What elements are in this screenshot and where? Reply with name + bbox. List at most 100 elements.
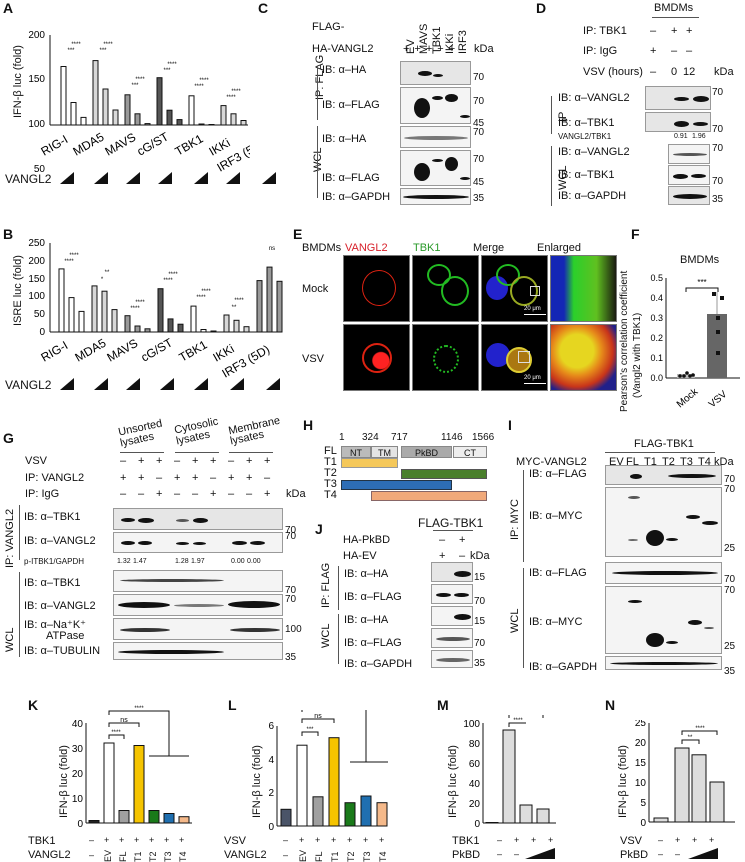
svg-text:**: ** <box>688 735 693 741</box>
panel-label-b: B <box>3 226 14 242</box>
svg-text:20: 20 <box>469 799 481 810</box>
svg-text:**: ** <box>232 305 237 311</box>
svg-text:200: 200 <box>28 256 45 267</box>
svg-text:150: 150 <box>28 74 45 85</box>
panel-c-blot-gapdh <box>400 188 471 205</box>
panel-c-blot-ha-ip <box>400 61 471 85</box>
panel-g-blot-tbk1-ip <box>113 508 283 530</box>
svg-text:80: 80 <box>469 739 481 750</box>
image-mock-enlarged <box>550 255 617 322</box>
svg-text:MDA5: MDA5 <box>71 130 107 159</box>
panel-i-blot-gapdh <box>605 656 722 670</box>
panel-m-pkbd-ramp <box>525 848 555 859</box>
svg-text:0.3: 0.3 <box>650 313 663 323</box>
svg-text:10: 10 <box>635 778 647 789</box>
image-vsv-tbk1 <box>412 324 479 391</box>
svg-text:***: *** <box>163 68 171 74</box>
svg-text:0.5: 0.5 <box>650 273 663 283</box>
panel-c-ib-gapdh: IB: α–GAPDH <box>322 191 391 203</box>
construct-t4 <box>371 491 487 501</box>
svg-text:****: **** <box>134 706 144 712</box>
svg-text:****: **** <box>71 42 81 48</box>
svg-text:100: 100 <box>28 119 45 130</box>
panel-b-vangl2-label: VANGL2 <box>5 378 52 392</box>
panel-e-row-vsv: VSV <box>302 353 325 365</box>
svg-text:**: ** <box>105 270 110 276</box>
svg-text:****: **** <box>64 259 74 265</box>
svg-text:****: **** <box>135 77 145 83</box>
svg-text:cG/ST: cG/ST <box>139 335 176 364</box>
svg-text:0.4: 0.4 <box>650 293 663 303</box>
panel-d-blot-vangl2-wcl <box>668 144 710 164</box>
panel-j-blot-ha-wcl <box>431 606 473 626</box>
svg-text:****: **** <box>168 272 178 278</box>
svg-text:100: 100 <box>28 291 45 302</box>
panel-label-f: F <box>631 226 640 242</box>
svg-text:6: 6 <box>268 721 274 732</box>
panel-j-blot-flag-wcl <box>431 628 473 648</box>
panel-f-chart: 0.5 0.4 0.3 0.2 0.1 0.0 *** Mock VSV <box>650 273 740 410</box>
panel-c-kda: kDa <box>474 43 494 55</box>
svg-text:2: 2 <box>268 788 274 799</box>
image-vsv-vangl2 <box>343 324 410 391</box>
panel-i-blot-flag-ip <box>605 465 722 485</box>
panel-d-blot-tbk1-wcl <box>668 165 710 185</box>
panel-i-blot-myc-ip <box>605 487 722 557</box>
panel-d-blot-gapdh <box>668 186 710 205</box>
panel-e-channel-merge: Merge <box>473 242 505 254</box>
svg-text:0: 0 <box>268 822 274 833</box>
svg-text:4: 4 <box>268 755 274 766</box>
panel-e-row-mock: Mock <box>302 283 329 295</box>
svg-text:25: 25 <box>635 720 647 729</box>
svg-text:MDA5: MDA5 <box>73 336 109 365</box>
svg-text:***: *** <box>99 48 107 54</box>
svg-text:****: **** <box>234 298 244 304</box>
panel-c-ib-ha-1: IB: α–HA <box>322 64 367 76</box>
panel-g-blot-vangl2-ip <box>113 532 283 553</box>
panel-label-i: I <box>508 417 512 433</box>
svg-text:0.0: 0.0 <box>650 373 663 383</box>
svg-text:200: 200 <box>28 30 45 41</box>
panel-d-blot-tbk1-ip <box>645 112 711 132</box>
svg-text:30: 30 <box>72 744 84 755</box>
panel-c-ib-flag-1: IB: α–FLAG <box>322 99 380 111</box>
panel-g-blot-tbk1-wcl <box>113 570 283 592</box>
svg-text:0: 0 <box>39 327 45 338</box>
svg-text:20: 20 <box>635 738 647 749</box>
svg-text:Mock: Mock <box>675 386 701 410</box>
panel-g-blot-atpase <box>113 618 283 640</box>
panel-e-channel-vangl2: VANGL2 <box>345 242 388 254</box>
svg-text:****: **** <box>167 62 177 68</box>
svg-text:****: **** <box>231 89 241 95</box>
panel-c-plus-row: +++++ <box>403 43 461 55</box>
panel-e-channel-enlarged: Enlarged <box>537 242 582 254</box>
svg-text:ns: ns <box>269 246 275 252</box>
panel-a-ramps <box>60 172 276 184</box>
panel-label-k: K <box>28 697 39 713</box>
svg-text:****: **** <box>69 253 79 259</box>
svg-text:ns: ns <box>120 717 128 724</box>
svg-text:****: **** <box>194 84 204 90</box>
svg-text:RIG-I: RIG-I <box>39 132 71 158</box>
svg-text:0: 0 <box>77 819 83 830</box>
svg-text:TBK1: TBK1 <box>177 337 210 364</box>
svg-text:0: 0 <box>640 818 646 829</box>
svg-text:150: 150 <box>28 274 45 285</box>
panel-a-vangl2-label: VANGL2 <box>5 172 52 186</box>
svg-text:****: **** <box>199 78 209 84</box>
panel-n-chart: 25 20 15 10 5 0 ** **** <box>635 720 735 829</box>
panel-k-chart: 40 30 20 10 0 **** ns **** <box>72 706 192 830</box>
panel-e-channel-tbk1: TBK1 <box>413 242 441 254</box>
svg-text:***: *** <box>306 727 314 733</box>
svg-text:TBK1: TBK1 <box>173 131 206 158</box>
panel-f-ylabel: Pearson's correlation coefficient <box>619 270 630 412</box>
svg-text:****: **** <box>226 95 236 101</box>
svg-text:****: **** <box>695 726 705 732</box>
panel-i-blot-myc-wcl <box>605 586 722 654</box>
panel-c-row2: HA-VANGL2 <box>312 43 374 55</box>
svg-text:RIG-I: RIG-I <box>39 338 71 364</box>
svg-text:MAVS: MAVS <box>103 130 139 159</box>
panel-i-blot-flag-wcl <box>605 562 722 584</box>
